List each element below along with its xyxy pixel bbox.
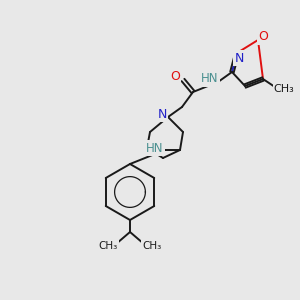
Text: HN: HN	[201, 73, 219, 85]
Text: CH₃: CH₃	[274, 84, 294, 94]
Text: CH₃: CH₃	[98, 241, 118, 251]
Text: O: O	[170, 70, 180, 83]
Text: N: N	[157, 107, 167, 121]
Text: HN: HN	[146, 142, 164, 154]
Text: N: N	[234, 52, 244, 64]
Text: O: O	[258, 31, 268, 44]
Text: CH₃: CH₃	[142, 241, 162, 251]
